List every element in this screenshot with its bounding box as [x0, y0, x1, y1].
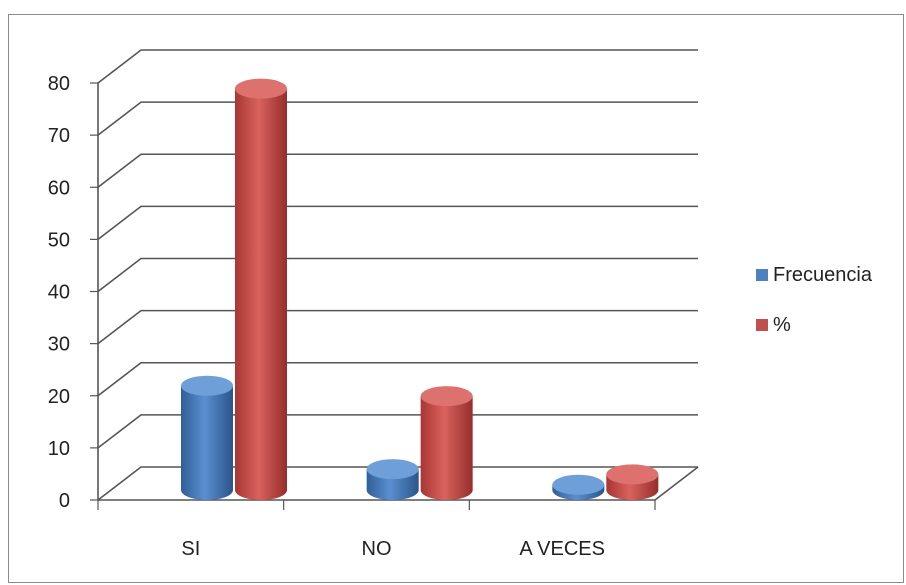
legend-swatch: [756, 269, 768, 281]
bar-frecuencia: [552, 474, 605, 500]
gridline: [97, 257, 698, 293]
bar-percent: [420, 386, 473, 500]
bar-frecuencia: [366, 459, 419, 500]
x-tick-label: A VECES: [519, 538, 605, 560]
gridline: [97, 49, 698, 84]
gridline: [97, 361, 698, 397]
y-tick-label: 70: [48, 125, 70, 147]
y-tick-label: 50: [48, 229, 70, 251]
legend-label: Frecuencia: [773, 264, 873, 286]
x-tick-label: NO: [362, 538, 392, 560]
gridline: [97, 466, 698, 501]
floor-edge: [654, 466, 699, 501]
gridline: [97, 414, 698, 449]
gridline: [97, 309, 698, 345]
gridline: [97, 205, 698, 241]
bar-percent: [606, 464, 659, 500]
bar-frecuencia: [181, 375, 233, 500]
y-tick-label: 60: [48, 177, 70, 199]
y-tick-label: 30: [48, 334, 70, 356]
y-tick-label: 80: [48, 73, 70, 95]
x-tick-label: SI: [181, 538, 200, 560]
y-tick-label: 40: [48, 282, 70, 304]
gridline: [97, 101, 698, 136]
legend-swatch: [756, 319, 768, 331]
gridline: [97, 153, 698, 188]
legend-label: %: [773, 314, 791, 336]
y-tick-label: 10: [48, 438, 70, 460]
y-tick-label: 0: [59, 490, 70, 512]
y-tick-label: 20: [48, 386, 70, 408]
bar-percent: [235, 78, 287, 500]
